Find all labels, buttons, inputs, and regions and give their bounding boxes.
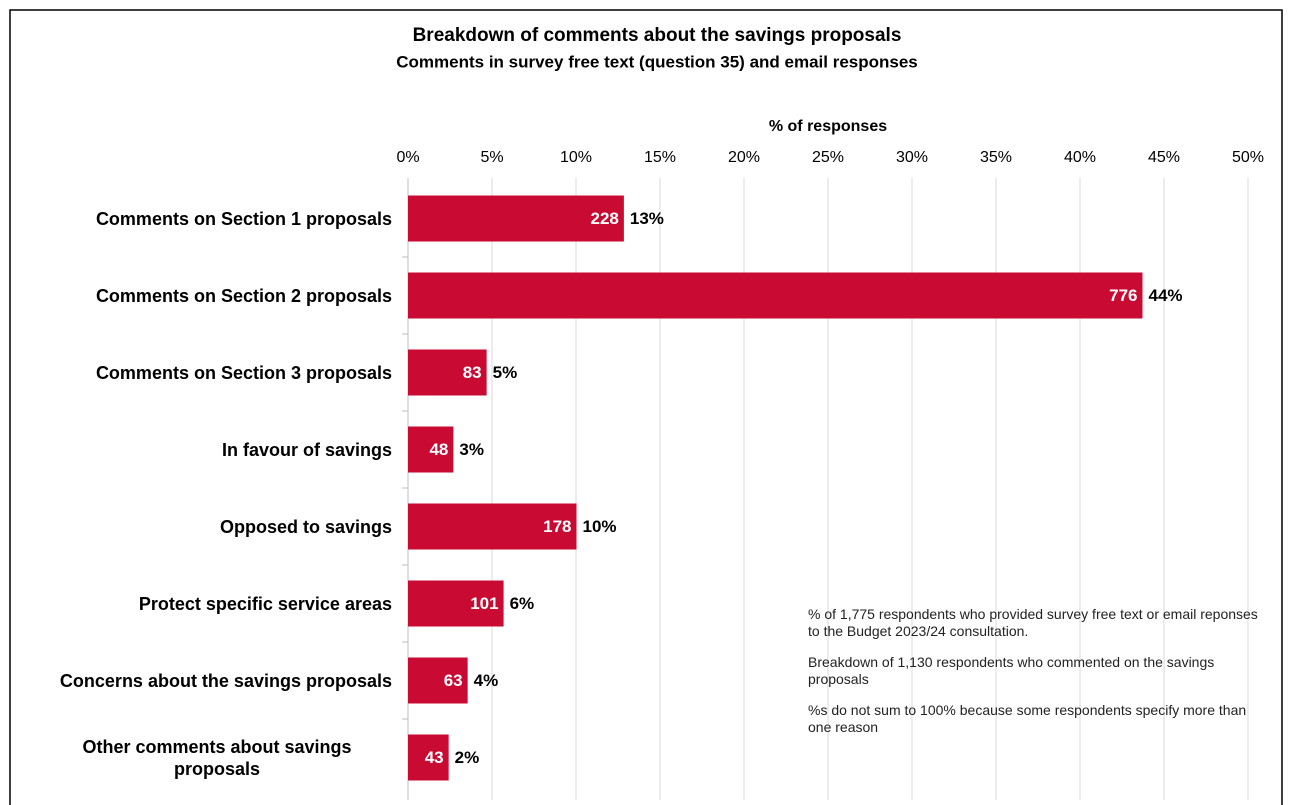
- x-tick-label: 35%: [980, 149, 1012, 166]
- category-label: Opposed to savings: [219, 516, 392, 537]
- category-label-box: Comments on Section 1 proposals: [42, 184, 392, 254]
- category-label: Comments on Section 1 proposals: [95, 208, 392, 229]
- bar: [408, 272, 1143, 319]
- category-label: Comments on Section 3 proposals: [95, 362, 392, 383]
- x-tick-label: 20%: [728, 149, 760, 166]
- chart-frame: [9, 9, 1283, 805]
- bar: [408, 657, 468, 704]
- category-label: Other comments about savings proposals: [82, 736, 352, 779]
- category-label-wrap: Opposed to savings: [42, 492, 392, 562]
- category-label-box: Concerns about the savings proposals: [42, 646, 392, 716]
- notes: % of 1,775 respondents who provided surv…: [808, 606, 1273, 736]
- category-label-wrap: Concerns about the savings proposals: [42, 646, 392, 716]
- chart-subtitle: Comments in survey free text (question 3…: [396, 52, 918, 71]
- bar-count-label: 63: [444, 671, 463, 690]
- value-label: 10%: [583, 517, 617, 536]
- category-label-box: Protect specific service areas: [42, 569, 392, 639]
- category-label: Concerns about the savings proposals: [59, 670, 392, 691]
- bar-count-label: 101: [470, 594, 498, 613]
- bar-count-label: 48: [429, 440, 448, 459]
- value-label: 2%: [455, 748, 480, 767]
- category-label-box: Comments on Section 3 proposals: [42, 338, 392, 408]
- category-label: Comments on Section 2 proposals: [95, 285, 392, 306]
- category-label-box: Comments on Section 2 proposals: [42, 261, 392, 331]
- category-label-wrap: Comments on Section 1 proposals: [42, 184, 392, 254]
- x-tick-label: 0%: [396, 149, 419, 166]
- bar: [408, 580, 504, 627]
- category-label-wrap: Comments on Section 2 proposals: [42, 261, 392, 331]
- value-label: 13%: [630, 209, 664, 228]
- category-label-wrap: Other comments about savings proposals: [42, 723, 392, 793]
- value-label: 44%: [1148, 286, 1182, 305]
- x-tick-label: 50%: [1232, 149, 1264, 166]
- category-label-wrap: In favour of savings: [42, 415, 392, 485]
- note: %s do not sum to 100% because some respo…: [808, 702, 1247, 735]
- x-tick-label: 40%: [1064, 149, 1096, 166]
- x-axis-title: % of responses: [769, 118, 887, 135]
- bar-count-label: 178: [543, 517, 571, 536]
- bar: [408, 426, 454, 473]
- bar-count-label: 83: [463, 363, 482, 382]
- category-label-box: Opposed to savings: [42, 492, 392, 562]
- category-label-box: In favour of savings: [42, 415, 392, 485]
- category-label-box: Other comments about savings proposals: [42, 723, 392, 793]
- category-label: In favour of savings: [221, 439, 392, 460]
- chart-title: Breakdown of comments about the savings …: [413, 25, 902, 46]
- x-tick-label: 15%: [644, 149, 676, 166]
- bar-count-label: 776: [1109, 286, 1137, 305]
- bar: [408, 503, 577, 550]
- bar: [408, 734, 449, 781]
- bar: [408, 195, 624, 242]
- value-label: 4%: [474, 671, 499, 690]
- x-tick-label: 45%: [1148, 149, 1180, 166]
- category-label-wrap: Comments on Section 3 proposals: [42, 338, 392, 408]
- bar: [408, 349, 487, 396]
- bar-count-label: 228: [591, 209, 619, 228]
- x-tick-label: 25%: [812, 149, 844, 166]
- x-tick-label: 5%: [480, 149, 503, 166]
- notes-box: % of 1,775 respondents who provided surv…: [808, 606, 1273, 736]
- value-label: 6%: [510, 594, 535, 613]
- category-label: Protect specific service areas: [138, 593, 392, 614]
- bar-count-label: 43: [425, 748, 444, 767]
- x-tick-label: 10%: [560, 149, 592, 166]
- x-tick-label: 30%: [896, 149, 928, 166]
- value-label: 3%: [459, 440, 484, 459]
- category-label-wrap: Protect specific service areas: [42, 569, 392, 639]
- note: % of 1,775 respondents who provided surv…: [808, 606, 1258, 639]
- note: Breakdown of 1,130 respondents who comme…: [808, 654, 1215, 687]
- value-label: 5%: [493, 363, 518, 382]
